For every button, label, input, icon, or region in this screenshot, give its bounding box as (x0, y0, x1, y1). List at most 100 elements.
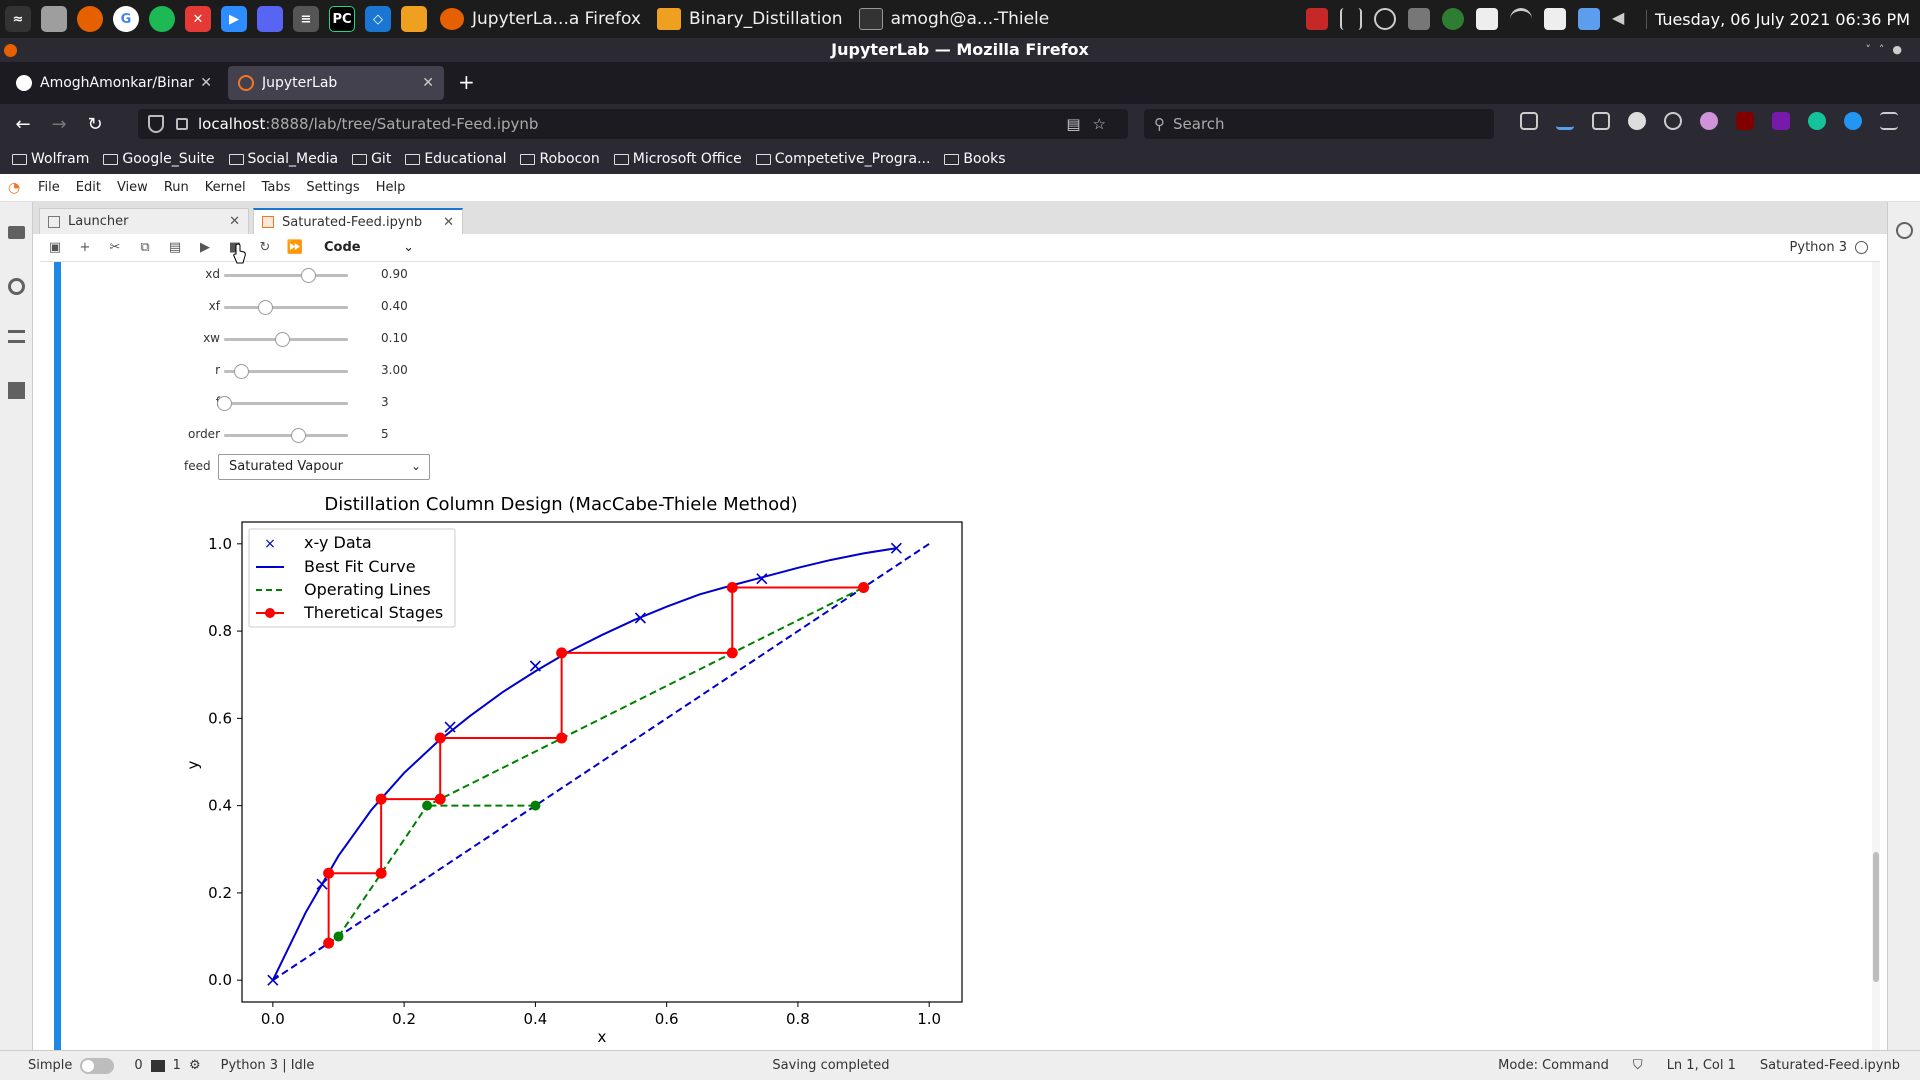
close-tab-icon[interactable]: ✕ (200, 75, 212, 91)
task-firefox[interactable]: JupyterLa...a Firefox (432, 3, 649, 35)
camera-icon[interactable] (1543, 8, 1566, 30)
clock[interactable]: Tuesday, 06 July 2021 06:36 PM (1645, 9, 1920, 29)
bookmark-folder[interactable]: Competetive_Progra... (755, 151, 930, 167)
extension-manager-icon[interactable] (8, 382, 25, 399)
slider-handle[interactable] (234, 364, 250, 379)
slider-track[interactable] (224, 364, 348, 379)
menu-help[interactable]: Help (375, 180, 406, 195)
task-folder[interactable]: Binary_Distillation (649, 3, 851, 35)
app-tray-icon[interactable] (1305, 8, 1328, 30)
menu-file[interactable]: File (38, 180, 60, 195)
new-tab-button[interactable]: + (458, 70, 475, 94)
kernels-count[interactable]: 1 (172, 1058, 181, 1073)
close-icon[interactable]: ✕ (229, 214, 240, 229)
kernel-name[interactable]: Python 3 (1789, 240, 1847, 255)
bookmark-folder[interactable]: Git (352, 151, 391, 167)
feed-select[interactable]: Saturated Vapour ⌄ (218, 454, 430, 480)
cut-icon[interactable]: ✂ (109, 240, 121, 255)
slider-value[interactable]: 5 (381, 427, 389, 441)
bookmark-folder[interactable]: Microsoft Office (613, 151, 742, 167)
kernel-status[interactable]: Python 3 | Idle (220, 1058, 315, 1073)
notes-icon[interactable] (1475, 8, 1498, 30)
file-browser-icon[interactable] (8, 226, 25, 239)
firefox-launcher-icon[interactable] (77, 6, 103, 32)
current-filename[interactable]: Saturated-Feed.ipynb (1759, 1058, 1900, 1073)
slider-track[interactable] (224, 428, 348, 443)
globe-icon[interactable] (1664, 112, 1682, 130)
slider-track[interactable] (224, 300, 348, 315)
back-button[interactable]: ← (15, 113, 31, 135)
active-cell-indicator[interactable] (54, 262, 61, 1050)
doc-tab-launcher[interactable]: Launcher ✕ (39, 208, 249, 234)
cell-type-select[interactable]: Code ⌄ (324, 240, 414, 255)
bookmark-folder[interactable]: Books (944, 151, 1006, 167)
menu-edit[interactable]: Edit (75, 180, 101, 195)
sync-icon[interactable] (1441, 8, 1464, 30)
window-controls[interactable]: ˅˄● (1865, 43, 1910, 56)
slider-track[interactable] (217, 396, 348, 411)
discord-launcher-icon[interactable] (257, 6, 283, 32)
slider-value[interactable]: 3.00 (381, 363, 408, 377)
reload-button[interactable]: ↻ (87, 113, 103, 135)
bookmark-folder[interactable]: Educational (405, 151, 506, 167)
forward-button[interactable]: → (51, 113, 67, 135)
menu-settings[interactable]: Settings (306, 180, 360, 195)
notebook-mode[interactable]: Mode: Command (1498, 1058, 1609, 1073)
ublock-icon[interactable] (1736, 112, 1754, 130)
browser-tab-jupyterlab[interactable]: JupyterLab ✕ (228, 66, 444, 100)
run-icon[interactable]: ▶ (200, 240, 210, 255)
running-kernels-icon[interactable] (8, 278, 25, 295)
hamburger-menu-icon[interactable] (1880, 112, 1898, 130)
slider-handle[interactable] (257, 300, 273, 315)
property-inspector-icon[interactable] (1896, 222, 1913, 239)
slider-value[interactable]: 0.90 (381, 267, 408, 281)
search-bar[interactable]: ⚲ Search (1144, 109, 1494, 139)
account-icon[interactable] (1628, 112, 1646, 130)
browser-tab-github[interactable]: AmoghAmonkar/Binary_I ✕ (6, 66, 222, 100)
slider-handle[interactable] (217, 396, 232, 411)
download-icon[interactable] (1556, 112, 1574, 130)
app-menu-icon[interactable]: ≈ (5, 6, 31, 32)
equalizer-icon[interactable] (1339, 8, 1362, 30)
bookmark-folder[interactable]: Google_Suite (103, 151, 215, 167)
network-icon[interactable] (1577, 8, 1600, 30)
simple-mode-toggle[interactable] (80, 1057, 115, 1074)
grammarly-icon[interactable] (1808, 112, 1826, 130)
menu-kernel[interactable]: Kernel (204, 180, 246, 195)
zoom-launcher-icon[interactable]: ▶ (221, 6, 247, 32)
doc-tab-notebook[interactable]: Saturated-Feed.ipynb ✕ (253, 208, 463, 234)
restart-icon[interactable]: ↻ (259, 240, 271, 255)
task-terminal[interactable]: amogh@a...-Thiele (851, 3, 1058, 35)
slider-handle[interactable] (275, 332, 291, 347)
bookmark-folder[interactable]: Robocon (520, 151, 600, 167)
sidebar-icon[interactable] (1592, 112, 1610, 130)
onenote-icon[interactable] (1772, 112, 1790, 130)
pycharm-launcher-icon[interactable]: PC (329, 6, 355, 32)
extension-puzzle-icon[interactable] (1700, 112, 1718, 130)
reader-bookmark-icons[interactable]: ▤☆ (1066, 115, 1118, 133)
restart-run-all-icon[interactable]: ⏩ (286, 240, 304, 255)
scrollbar-thumb[interactable] (1873, 852, 1879, 982)
file-manager-launcher-icon[interactable] (41, 6, 67, 32)
disk-launcher-icon[interactable]: ≡ (293, 6, 319, 32)
paste-icon[interactable]: ▤ (168, 240, 182, 255)
slider-track[interactable] (224, 268, 348, 283)
cursor-position[interactable]: Ln 1, Col 1 (1666, 1058, 1736, 1073)
slider-handle[interactable] (301, 268, 317, 283)
close-icon[interactable]: ✕ (443, 214, 454, 230)
menu-run[interactable]: Run (163, 180, 189, 195)
save-icon[interactable]: ▣ (48, 240, 62, 255)
slider-track[interactable] (224, 332, 348, 347)
close-tab-icon[interactable]: ✕ (422, 75, 434, 91)
menu-view[interactable]: View (116, 180, 148, 195)
terminals-count[interactable]: 0 (134, 1058, 143, 1073)
slider-value[interactable]: 0.40 (381, 299, 408, 313)
slider-value[interactable]: 3 (381, 395, 389, 409)
bulb-icon[interactable] (1373, 8, 1396, 30)
bookmark-folder[interactable]: Social_Media (228, 151, 338, 167)
notebook-scrollbar[interactable] (1872, 262, 1880, 1050)
bluetooth-icon[interactable] (1844, 112, 1862, 130)
spotify-launcher-icon[interactable] (149, 6, 175, 32)
slider-handle[interactable] (291, 428, 307, 443)
page-info-icon[interactable] (176, 118, 188, 130)
